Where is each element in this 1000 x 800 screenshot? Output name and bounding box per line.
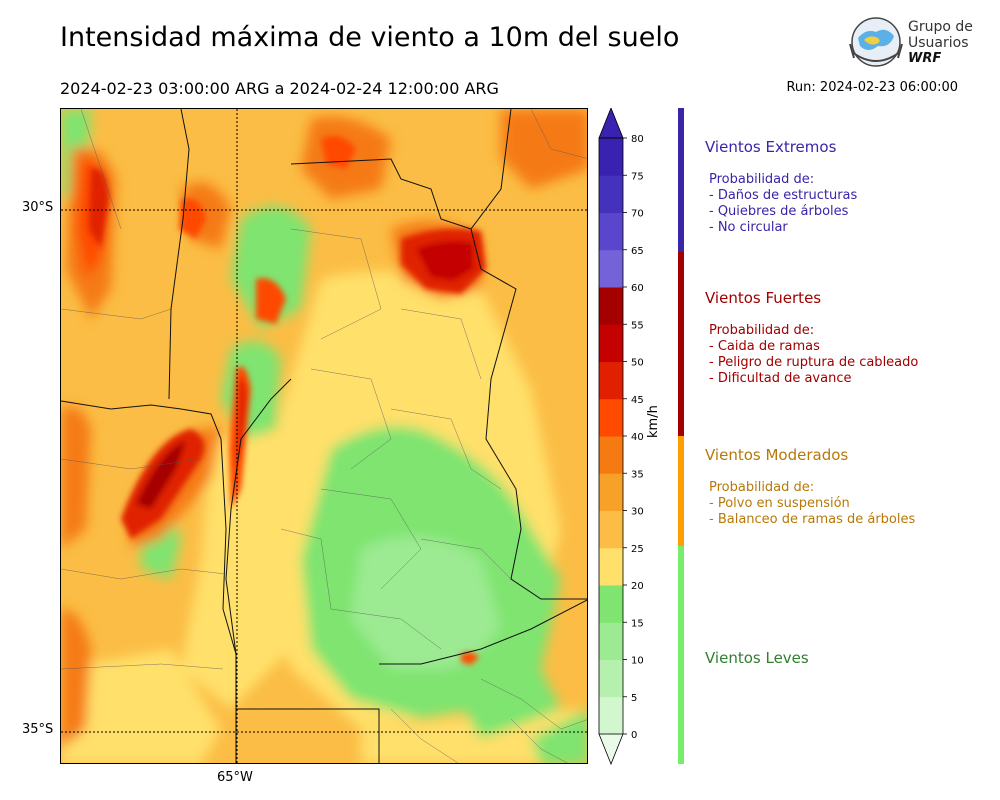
- colorbar-tick-label: 75: [631, 171, 644, 182]
- colorbar-tick-label: 10: [631, 656, 644, 667]
- colorbar-tick-label: 35: [631, 469, 644, 480]
- colorbar-tick-label: 25: [631, 544, 644, 555]
- category-fuertes-line: - Caida de ramas: [709, 339, 820, 354]
- province-borders: [61, 109, 587, 763]
- map-canvas: [61, 109, 587, 763]
- colorbar-segment: [599, 510, 623, 549]
- category-extremos-line: Probabilidad de:: [709, 172, 815, 187]
- colorbar-tick-label: 50: [631, 358, 644, 369]
- colorbar-tick-label: 20: [631, 581, 644, 592]
- category-bar-fuertes: [678, 252, 684, 436]
- colorbar-segment: [599, 175, 623, 213]
- colorbar-segment: [599, 398, 623, 437]
- colorbar-tick-label: 65: [631, 246, 644, 257]
- category-fuertes-line: - Peligro de ruptura de cableado: [709, 355, 919, 370]
- colorbar-tick-label: 70: [631, 209, 644, 220]
- colorbar-extend-high: [598, 106, 624, 139]
- colorbar: 0 5 10 15 20 25 30 35 40 45 50 55 60 65 70 75 80: [598, 106, 668, 768]
- page-title: Intensidad máxima de viento a 10m del su…: [60, 22, 680, 53]
- category-extremos-title: Vientos Extremos: [705, 138, 837, 156]
- department-borders: [61, 109, 587, 763]
- colorbar-unit: km/h: [646, 405, 661, 438]
- category-moderados-title: Vientos Moderados: [705, 446, 849, 464]
- wrf-logo: Grupo de Usuarios WRF: [848, 14, 978, 74]
- colorbar-segment: [599, 287, 623, 325]
- colorbar-tick-label: 80: [631, 134, 644, 145]
- category-bar: [678, 108, 684, 764]
- colorbar-tick-label: 15: [631, 618, 644, 629]
- wind-map: [60, 108, 588, 764]
- colorbar-tick-label: 55: [631, 320, 644, 331]
- colorbar-tick-label: 5: [631, 693, 637, 704]
- colorbar-segment: [599, 696, 623, 735]
- category-fuertes-line: - Dificultad de avance: [709, 371, 852, 386]
- colorbar-segment: [599, 659, 623, 698]
- colorbar-segment: [599, 212, 623, 251]
- colorbar-tick-label: 45: [631, 395, 644, 406]
- category-moderados-line: - Polvo en suspensión: [709, 496, 850, 511]
- category-extremos-notes: Probabilidad de: - Daños de estructuras …: [709, 172, 857, 236]
- colorbar-segment: [599, 324, 623, 362]
- run-time: Run: 2024-02-23 06:00:00: [786, 80, 958, 95]
- category-extremos-line: - No circular: [709, 220, 788, 235]
- lon-label-65: 65°W: [217, 770, 253, 785]
- colorbar-segment: [599, 138, 623, 176]
- colorbar-segment: [599, 473, 623, 511]
- colorbar-segment: [599, 361, 623, 400]
- graticule: [61, 109, 587, 763]
- colorbar-segment: [599, 436, 623, 474]
- category-bar-extremos: [678, 108, 684, 252]
- forecast-period: 2024-02-23 03:00:00 ARG a 2024-02-24 12:…: [60, 79, 499, 98]
- category-extremos-line: - Quiebres de árboles: [709, 204, 849, 219]
- category-moderados-line: - Balanceo de ramas de árboles: [709, 512, 916, 527]
- logo-text-3: WRF: [908, 51, 942, 66]
- wind-maxima: [89, 135, 486, 665]
- category-fuertes-line: Probabilidad de:: [709, 323, 815, 338]
- lat-label-30: 30°S: [22, 200, 54, 215]
- colorbar-tick-label: 60: [631, 283, 644, 294]
- category-moderados-notes: Probabilidad de: - Polvo en suspensión -…: [709, 480, 915, 528]
- lat-label-35: 35°S: [22, 722, 54, 737]
- category-bar-leves: [678, 546, 684, 764]
- category-bar-moderados: [678, 436, 684, 546]
- colorbar-tick-label: 0: [631, 730, 637, 741]
- colorbar-scale: 0 5 10 15 20 25 30 35 40 45 50 55 60 65 70 75 80: [598, 106, 644, 766]
- category-moderados-line: Probabilidad de:: [709, 480, 815, 495]
- category-fuertes-notes: Probabilidad de: - Caida de ramas - Peli…: [709, 323, 918, 387]
- logo-text-2: Usuarios: [908, 35, 969, 51]
- colorbar-segment: [599, 249, 623, 288]
- logo-text-1: Grupo de: [908, 19, 973, 35]
- category-extremos-line: - Daños de estructuras: [709, 188, 858, 203]
- category-leves-title: Vientos Leves: [705, 649, 809, 667]
- colorbar-tick-label: 30: [631, 507, 644, 518]
- colorbar-tick-label: 40: [631, 432, 644, 443]
- globe-logo-icon: [849, 17, 903, 67]
- colorbar-segment: [599, 622, 623, 660]
- colorbar-extend-low: [598, 733, 624, 766]
- colorbar-segment: [599, 585, 623, 623]
- category-fuertes-title: Vientos Fuertes: [705, 289, 822, 307]
- colorbar-segment: [599, 547, 623, 586]
